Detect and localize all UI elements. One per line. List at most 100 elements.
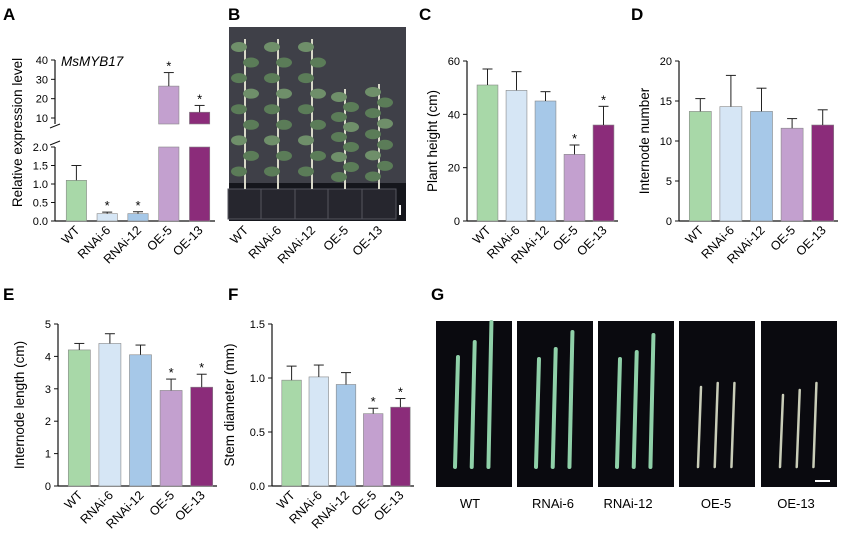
bar-oe-5	[159, 390, 183, 487]
y-tick-label: 15	[660, 96, 672, 108]
photo-b-label: OE-5	[321, 223, 352, 254]
y-tick-label: 0.0	[250, 481, 265, 493]
stem	[648, 333, 656, 469]
significance-star: *	[197, 91, 202, 106]
y-tick-label: 0	[45, 481, 51, 493]
leaf-cluster	[331, 92, 347, 102]
x-tick-label: OE-13	[793, 223, 828, 258]
leaf-cluster	[243, 119, 259, 130]
photo-b-label: RNAi-12	[275, 223, 318, 266]
stem	[812, 381, 818, 469]
x-tick-label: OE-13	[371, 488, 406, 523]
leaf-cluster	[231, 135, 247, 146]
panel-letter-a: A	[3, 5, 15, 24]
leaf-cluster	[331, 132, 347, 142]
bar-rnai-12	[750, 111, 773, 222]
pot	[294, 188, 330, 220]
bar-oe-5-upper	[158, 85, 180, 125]
y-axis-title: Relative expression level	[10, 58, 25, 207]
stem	[453, 355, 460, 469]
panel-letter-b: B	[228, 5, 240, 24]
y-tick-label: 20	[448, 163, 460, 175]
leaf-cluster	[377, 139, 393, 150]
leaf-cluster	[243, 88, 259, 99]
leaf-cluster	[365, 150, 381, 161]
leaf-cluster	[231, 42, 247, 52]
photo-g-label: OE-5	[701, 496, 731, 511]
bar-oe-13-upper	[189, 111, 211, 125]
leaf-cluster	[231, 73, 247, 84]
bar-oe-5	[363, 413, 384, 487]
stem	[550, 347, 558, 469]
y-axis-title: Plant height (cm)	[425, 90, 440, 192]
leaf-cluster	[343, 162, 359, 172]
bar-oe-5	[780, 127, 804, 222]
bar-oe-13-lower	[189, 146, 211, 222]
leaf-cluster	[331, 152, 347, 162]
stem	[696, 385, 703, 469]
y-tick-label: 1.0	[250, 373, 265, 385]
leaf-cluster	[310, 119, 326, 130]
y-tick-label: 20	[660, 56, 672, 68]
leaf-cluster	[343, 122, 359, 132]
y-tick-label: 2.0	[33, 142, 48, 154]
leaf-cluster	[343, 102, 359, 112]
leaf-cluster	[377, 160, 393, 171]
leaf-cluster	[276, 119, 292, 130]
stem	[534, 357, 541, 469]
stem	[615, 357, 622, 469]
x-tick-label: OE-13	[172, 488, 207, 523]
significance-star: *	[135, 198, 140, 213]
y-axis-title: Internode number	[637, 87, 652, 194]
axis-break-mark	[49, 123, 61, 129]
leaf-cluster	[298, 42, 314, 52]
x-tick-label: OE-13	[170, 223, 205, 258]
leaf-cluster	[298, 104, 314, 115]
y-tick-label: 30	[36, 74, 48, 86]
leaf-cluster	[264, 135, 280, 146]
y-tick-label: 20	[36, 94, 48, 106]
leaf-cluster	[365, 108, 381, 119]
leaf-cluster	[331, 112, 347, 122]
bar-wt	[67, 349, 91, 487]
stem	[795, 388, 801, 469]
y-tick-label: 40	[448, 109, 460, 121]
leaf-cluster	[243, 57, 259, 68]
y-tick-label: 0.5	[33, 198, 48, 210]
panel-letter-e: E	[3, 285, 14, 304]
y-tick-label: 1.5	[33, 161, 48, 173]
y-tick-label: 1	[45, 449, 51, 461]
leaf-cluster	[377, 118, 393, 129]
significance-star: *	[398, 385, 403, 400]
bar-oe-5	[563, 154, 586, 222]
pot	[227, 188, 263, 220]
leaf-cluster	[264, 104, 280, 115]
y-tick-label: 2	[45, 416, 51, 428]
bar-wt	[65, 180, 87, 222]
x-tick-label: OE-13	[574, 223, 609, 258]
leaf-cluster	[343, 142, 359, 152]
leaf-cluster	[377, 97, 393, 108]
significance-star: *	[371, 394, 376, 409]
bar-wt	[281, 379, 302, 487]
significance-star: *	[105, 198, 110, 213]
y-tick-label: 60	[448, 56, 460, 68]
y-tick-label: 3	[45, 384, 51, 396]
bar-rnai-12	[534, 100, 557, 222]
x-tick-label: WT	[59, 223, 83, 247]
panel-letter-g: G	[431, 285, 444, 304]
bar-oe-13	[811, 124, 835, 222]
leaf-cluster	[231, 104, 247, 115]
bar-rnai-12	[335, 384, 357, 487]
panel-letter-d: D	[631, 5, 643, 24]
stem	[778, 393, 785, 469]
leaf-cluster	[231, 166, 247, 177]
axis-break-mark	[49, 140, 61, 146]
photo-g: WT RNAi-6 RNAi-12 OE-5 OE-13	[436, 320, 837, 511]
y-tick-label: 0.5	[250, 427, 265, 439]
stem	[730, 381, 736, 469]
bar-rnai-6	[308, 376, 329, 487]
photo-b-label: WT	[227, 223, 251, 247]
